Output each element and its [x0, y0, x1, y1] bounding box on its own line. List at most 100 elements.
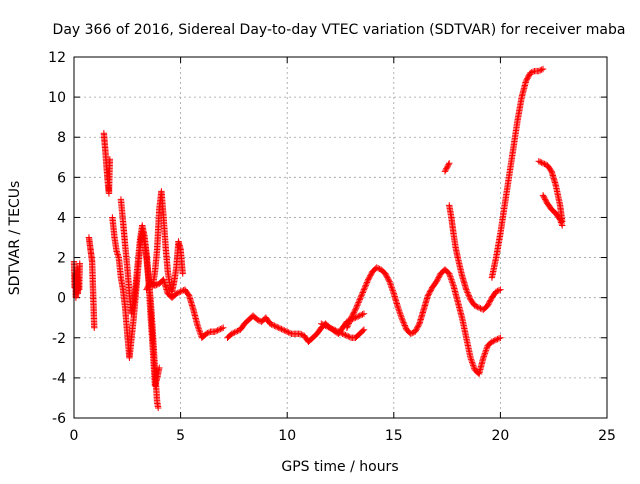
- data-point-marker: [212, 327, 220, 335]
- data-point-marker: [482, 347, 490, 354]
- data-point-marker: [387, 281, 394, 288]
- data-point-marker: [467, 354, 474, 362]
- data-point-marker: [347, 315, 354, 323]
- data-point-marker: [276, 325, 284, 332]
- x-tick-label: 25: [598, 428, 616, 444]
- y-tick-label: -4: [52, 371, 66, 387]
- data-points: [70, 65, 566, 412]
- plot-frame: [73, 56, 608, 419]
- data-point-marker: [446, 270, 453, 277]
- y-tick-label: 4: [57, 210, 66, 226]
- data-point-marker: [463, 286, 470, 293]
- data-point-marker: [522, 77, 530, 85]
- data-point-marker: [367, 272, 374, 279]
- data-point-marker: [411, 328, 419, 335]
- data-point-marker: [386, 279, 394, 287]
- data-point-marker: [481, 350, 489, 357]
- data-point-marker: [194, 322, 201, 329]
- data-point-marker: [354, 300, 362, 308]
- data-point-marker: [398, 313, 405, 320]
- data-point-marker: [155, 404, 162, 412]
- data-point-marker: [343, 332, 351, 339]
- data-point-marker: [195, 325, 202, 332]
- data-point-marker: [542, 197, 550, 204]
- data-point-marker: [470, 363, 477, 371]
- data-point-marker: [229, 329, 237, 337]
- data-point-marker: [359, 327, 367, 334]
- data-point-marker: [356, 296, 363, 303]
- data-point-marker: [115, 252, 122, 260]
- data-point-marker: [352, 306, 359, 313]
- data-point-marker: [447, 274, 455, 282]
- data-point-marker: [363, 279, 371, 286]
- data-point-marker: [113, 248, 120, 255]
- data-point-marker: [415, 321, 422, 329]
- data-point-marker: [443, 164, 451, 171]
- data-point-marker: [357, 295, 364, 302]
- data-point-marker: [151, 282, 159, 289]
- data-point-marker: [413, 325, 420, 333]
- data-point-marker: [228, 330, 235, 337]
- data-point-marker: [231, 329, 238, 336]
- data-point-marker: [389, 285, 396, 293]
- grid: [74, 57, 607, 418]
- data-point-marker: [412, 327, 420, 334]
- data-point-marker: [386, 278, 393, 285]
- data-point-marker: [298, 331, 305, 338]
- data-point-marker: [205, 329, 213, 336]
- x-tick-label: 20: [491, 428, 509, 444]
- data-point-marker: [215, 326, 223, 333]
- data-point-marker: [527, 69, 534, 77]
- data-point-marker: [361, 283, 369, 290]
- data-point-marker: [492, 288, 500, 295]
- data-point-marker: [271, 322, 278, 329]
- data-point-marker: [525, 72, 533, 79]
- data-point-marker: [196, 328, 203, 335]
- data-point-marker: [349, 311, 356, 319]
- data-point-marker: [143, 285, 151, 292]
- data-point-marker: [449, 280, 457, 288]
- data-point-marker: [435, 274, 442, 281]
- data-point-marker: [351, 307, 358, 315]
- data-point-marker: [480, 354, 487, 362]
- data-point-marker: [357, 311, 365, 319]
- x-tick-label: 15: [385, 428, 403, 444]
- data-point-marker: [483, 345, 490, 353]
- data-point-marker: [396, 310, 404, 317]
- x-tick-label: 0: [70, 428, 79, 444]
- data-point-marker: [399, 317, 407, 325]
- data-point-marker: [485, 301, 492, 308]
- data-point-marker: [398, 315, 405, 322]
- data-point-marker: [322, 322, 329, 329]
- data-point-marker: [559, 222, 566, 229]
- data-point-marker: [374, 265, 382, 272]
- data-point-marker: [524, 75, 531, 82]
- data-point-marker: [76, 260, 83, 267]
- data-point-marker: [557, 219, 565, 226]
- data-point-marker: [342, 331, 349, 339]
- data-point-marker: [448, 276, 455, 283]
- data-point-marker: [234, 327, 241, 335]
- data-point-marker: [541, 160, 548, 168]
- data-point-marker: [113, 249, 121, 257]
- data-point-marker: [541, 196, 549, 203]
- data-point-marker: [358, 292, 365, 299]
- data-point-marker: [490, 337, 497, 345]
- data-point-marker: [266, 320, 274, 327]
- data-point-marker: [394, 304, 402, 311]
- data-point-marker: [367, 271, 375, 278]
- data-point-marker: [284, 328, 291, 335]
- data-point-marker: [443, 165, 450, 172]
- data-point-marker: [350, 309, 358, 316]
- data-point-marker: [468, 359, 476, 366]
- data-point-marker: [144, 283, 152, 291]
- data-point-marker: [471, 302, 479, 309]
- data-point-marker: [296, 330, 304, 337]
- data-point-marker: [174, 289, 181, 297]
- data-point-marker: [424, 292, 432, 299]
- data-point-marker: [382, 270, 389, 277]
- data-point-marker: [175, 289, 183, 296]
- data-point-marker: [272, 323, 280, 330]
- data-point-marker: [197, 330, 204, 337]
